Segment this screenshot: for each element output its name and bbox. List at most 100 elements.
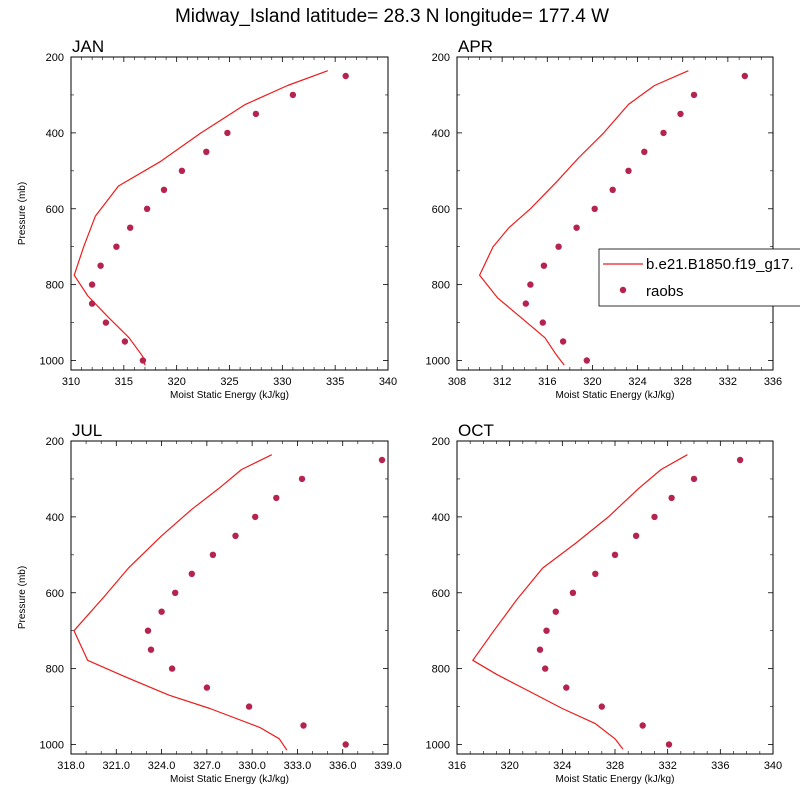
x-tick-label: 339.0	[374, 760, 402, 772]
raobs-point	[522, 300, 529, 307]
raobs-point	[536, 646, 544, 653]
panel-jan: JAN 310 315 320 325 330 335 340 200 400 600 800 1000…	[17, 37, 397, 401]
raobs-point	[639, 722, 646, 729]
x-axis-title-apr: Moist Static Energy (kJ/kg)	[556, 390, 675, 401]
raobs-point	[677, 110, 684, 118]
raobs-point	[592, 570, 599, 577]
raobs-point	[232, 532, 239, 539]
raobs-point	[97, 262, 104, 269]
raobs-point	[651, 513, 658, 521]
raobs-point	[172, 589, 179, 596]
model-line-apr	[479, 70, 689, 366]
raobs-point	[542, 665, 549, 672]
raobs-point	[298, 475, 306, 483]
raobs-point	[527, 281, 534, 288]
raobs-point	[113, 243, 120, 250]
raobs-point	[144, 627, 152, 634]
x-tick-label: 332	[719, 376, 737, 388]
x-tick-label: 328	[674, 376, 692, 388]
x-tick-label: 336	[764, 376, 782, 388]
panel-oct: OCT 316 320 324 328 332 336 340 200 400 600 800 1000…	[426, 421, 783, 785]
y-tick-label: 800	[432, 280, 450, 292]
x-tick-label: 321.0	[103, 760, 131, 772]
raobs-point	[342, 72, 349, 80]
x-tick-label: 336	[711, 760, 729, 772]
raobs-point	[543, 627, 550, 634]
y-tick-label: 1000	[40, 740, 64, 752]
raobs-point	[102, 319, 110, 326]
panel-title-jan: JAN	[72, 37, 104, 56]
y-tick-label: 600	[432, 588, 450, 600]
model-line-oct	[472, 454, 688, 750]
x-tick-label: 328	[606, 760, 624, 772]
raobs-point	[569, 589, 577, 596]
raobs-point	[690, 475, 698, 483]
raobs-point	[690, 91, 698, 99]
raobs-point	[378, 456, 386, 464]
plot-frame-jan	[70, 56, 389, 371]
x-tick-label: 340	[379, 376, 397, 388]
raobs-point	[736, 456, 744, 464]
x-tick-label: 336.0	[329, 760, 357, 772]
raobs-point	[121, 338, 129, 345]
plot-frame-oct	[456, 440, 774, 755]
plot-frame-jul	[70, 440, 389, 755]
y-tick-label: 800	[46, 664, 64, 676]
y-tick-label: 400	[46, 128, 64, 140]
raobs-point	[289, 91, 297, 99]
legend-obs-label: raobs	[646, 283, 684, 300]
y-tick-label: 1000	[40, 356, 64, 368]
y-tick-label: 1000	[426, 740, 450, 752]
x-tick-label: 324.0	[148, 760, 176, 772]
x-tick-label: 324	[553, 760, 571, 772]
raobs-point	[668, 494, 675, 502]
x-tick-label: 335	[326, 376, 344, 388]
panel-jul: JUL 318.0 321.0 324.0 327.0 330.0 333.0 336.0 33…	[17, 421, 402, 785]
x-tick-label: 318.0	[57, 760, 85, 772]
raobs-point	[88, 281, 96, 288]
raobs-point	[632, 532, 640, 539]
x-axis-title-jul: Moist Static Energy (kJ/kg)	[170, 774, 289, 785]
figure-title: Midway_Island latitude= 28.3 N longitude…	[175, 6, 609, 27]
x-tick-label: 330.0	[238, 760, 266, 772]
y-tick-label: 200	[432, 52, 450, 64]
raobs-point	[168, 665, 176, 672]
raobs-point	[203, 684, 211, 691]
x-tick-label: 320	[167, 376, 185, 388]
x-tick-label: 310	[62, 376, 80, 388]
x-tick-label: 333.0	[284, 760, 312, 772]
model-line-jul	[73, 454, 288, 751]
raobs-point	[552, 608, 559, 615]
model-line-jan	[73, 70, 329, 366]
x-tick-label: 332	[658, 760, 676, 772]
y-tick-label: 800	[46, 280, 64, 292]
y-tick-label: 400	[432, 128, 450, 140]
raobs-point	[563, 684, 570, 691]
y-tick-label: 400	[432, 512, 450, 524]
x-tick-label: 316	[448, 760, 466, 772]
raobs-point	[252, 110, 260, 118]
raobs-point	[539, 319, 546, 326]
plot-frame-apr	[456, 56, 774, 371]
panel-title-jul: JUL	[72, 421, 102, 440]
raobs-point	[611, 551, 619, 558]
raobs-point	[573, 224, 580, 231]
raobs-point	[273, 494, 280, 502]
raobs-point	[203, 148, 210, 155]
y-tick-label: 600	[46, 588, 64, 600]
raobs-point	[160, 186, 168, 193]
raobs-point	[188, 570, 195, 577]
raobs-point	[252, 513, 259, 521]
legend-obs-marker-swatch	[619, 286, 627, 294]
raobs-point	[660, 129, 667, 137]
y-tick-label: 400	[46, 512, 64, 524]
y-tick-label: 600	[46, 204, 64, 216]
raobs-point	[158, 608, 165, 615]
raobs-point	[555, 243, 562, 250]
raobs-point	[342, 741, 349, 748]
panel-apr: APR 308 312 316 320 324 328 332 336 200 400 600 800 1…	[426, 37, 783, 401]
raobs-point	[741, 72, 748, 80]
raobs-point	[300, 722, 307, 729]
legend-box	[598, 248, 800, 307]
